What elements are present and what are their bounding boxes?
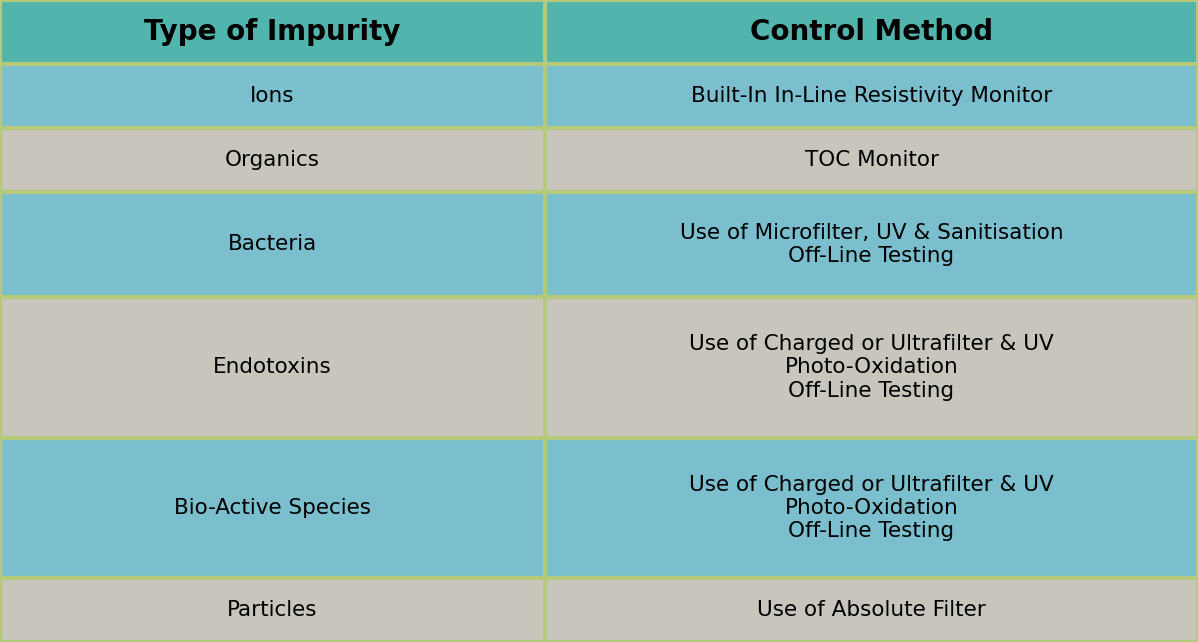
Text: Control Method: Control Method [750,18,993,46]
Text: Use of Charged or Ultrafilter & UV
Photo-Oxidation
Off-Line Testing: Use of Charged or Ultrafilter & UV Photo… [689,474,1054,541]
Text: Use of Charged or Ultrafilter & UV
Photo-Oxidation
Off-Line Testing: Use of Charged or Ultrafilter & UV Photo… [689,334,1054,401]
Bar [0,0,545,64]
Text: Use of Microfilter, UV & Sanitisation
Off-Line Testing: Use of Microfilter, UV & Sanitisation Of… [679,223,1064,266]
Bar [545,192,1198,297]
Bar [545,0,1198,64]
Bar [545,64,1198,128]
Bar [545,297,1198,438]
Bar [545,438,1198,578]
Bar [0,297,545,438]
Text: Bio-Active Species: Bio-Active Species [174,498,371,518]
Bar [0,578,545,642]
Text: Type of Impurity: Type of Impurity [144,18,401,46]
Text: Endotoxins: Endotoxins [213,358,332,377]
Text: Ions: Ions [250,86,295,106]
Bar [0,192,545,297]
Bar [0,64,545,128]
Text: Use of Absolute Filter: Use of Absolute Filter [757,600,986,620]
Bar [0,438,545,578]
Text: Bacteria: Bacteria [228,234,317,254]
Text: Particles: Particles [228,600,317,620]
Text: TOC Monitor: TOC Monitor [805,150,938,169]
Text: Built-In In-Line Resistivity Monitor: Built-In In-Line Resistivity Monitor [691,86,1052,106]
Bar [545,128,1198,192]
Text: Organics: Organics [225,150,320,169]
Bar [0,128,545,192]
Bar [545,578,1198,642]
